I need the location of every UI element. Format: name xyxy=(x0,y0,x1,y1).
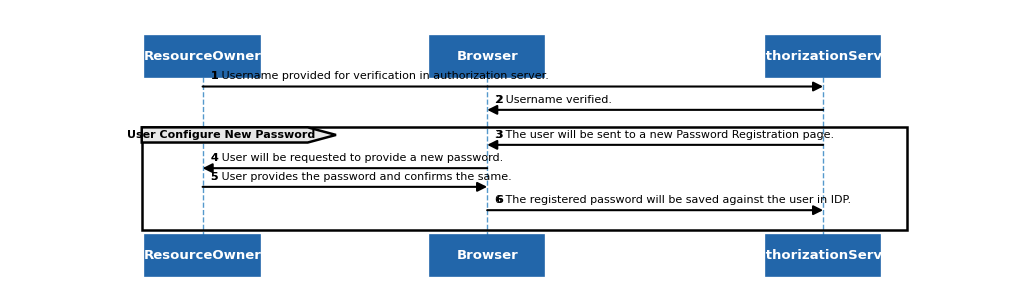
Text: ResourceOwner: ResourceOwner xyxy=(144,249,261,262)
Text: Browser: Browser xyxy=(455,50,518,63)
FancyBboxPatch shape xyxy=(429,36,544,77)
FancyBboxPatch shape xyxy=(765,235,879,276)
Text: 3: 3 xyxy=(494,130,502,140)
Text: AuthorizationServer: AuthorizationServer xyxy=(747,249,898,262)
Text: 1 Username provided for verification in authorization server.: 1 Username provided for verification in … xyxy=(210,72,548,82)
Text: 1: 1 xyxy=(210,72,218,82)
Text: 3 The user will be sent to a new Password Registration page.: 3 The user will be sent to a new Passwor… xyxy=(494,130,834,140)
FancyBboxPatch shape xyxy=(145,36,260,77)
FancyBboxPatch shape xyxy=(429,235,544,276)
Text: 2: 2 xyxy=(494,95,502,105)
Text: Browser: Browser xyxy=(455,249,518,262)
Text: User Configure New Password: User Configure New Password xyxy=(127,130,315,140)
Polygon shape xyxy=(142,127,335,142)
Text: ResourceOwner: ResourceOwner xyxy=(144,50,261,63)
Text: 4: 4 xyxy=(210,153,218,163)
Text: AuthorizationServer: AuthorizationServer xyxy=(747,50,898,63)
Text: 5: 5 xyxy=(210,172,218,182)
Text: 5 User provides the password and confirms the same.: 5 User provides the password and confirm… xyxy=(210,172,511,182)
FancyBboxPatch shape xyxy=(765,36,879,77)
Text: 6 The registered password will be saved against the user in IDP.: 6 The registered password will be saved … xyxy=(494,195,851,205)
FancyBboxPatch shape xyxy=(145,235,260,276)
Text: 2 Username verified.: 2 Username verified. xyxy=(494,95,611,105)
Text: 4 User will be requested to provide a new password.: 4 User will be requested to provide a ne… xyxy=(210,153,502,163)
Text: 6: 6 xyxy=(494,195,502,205)
